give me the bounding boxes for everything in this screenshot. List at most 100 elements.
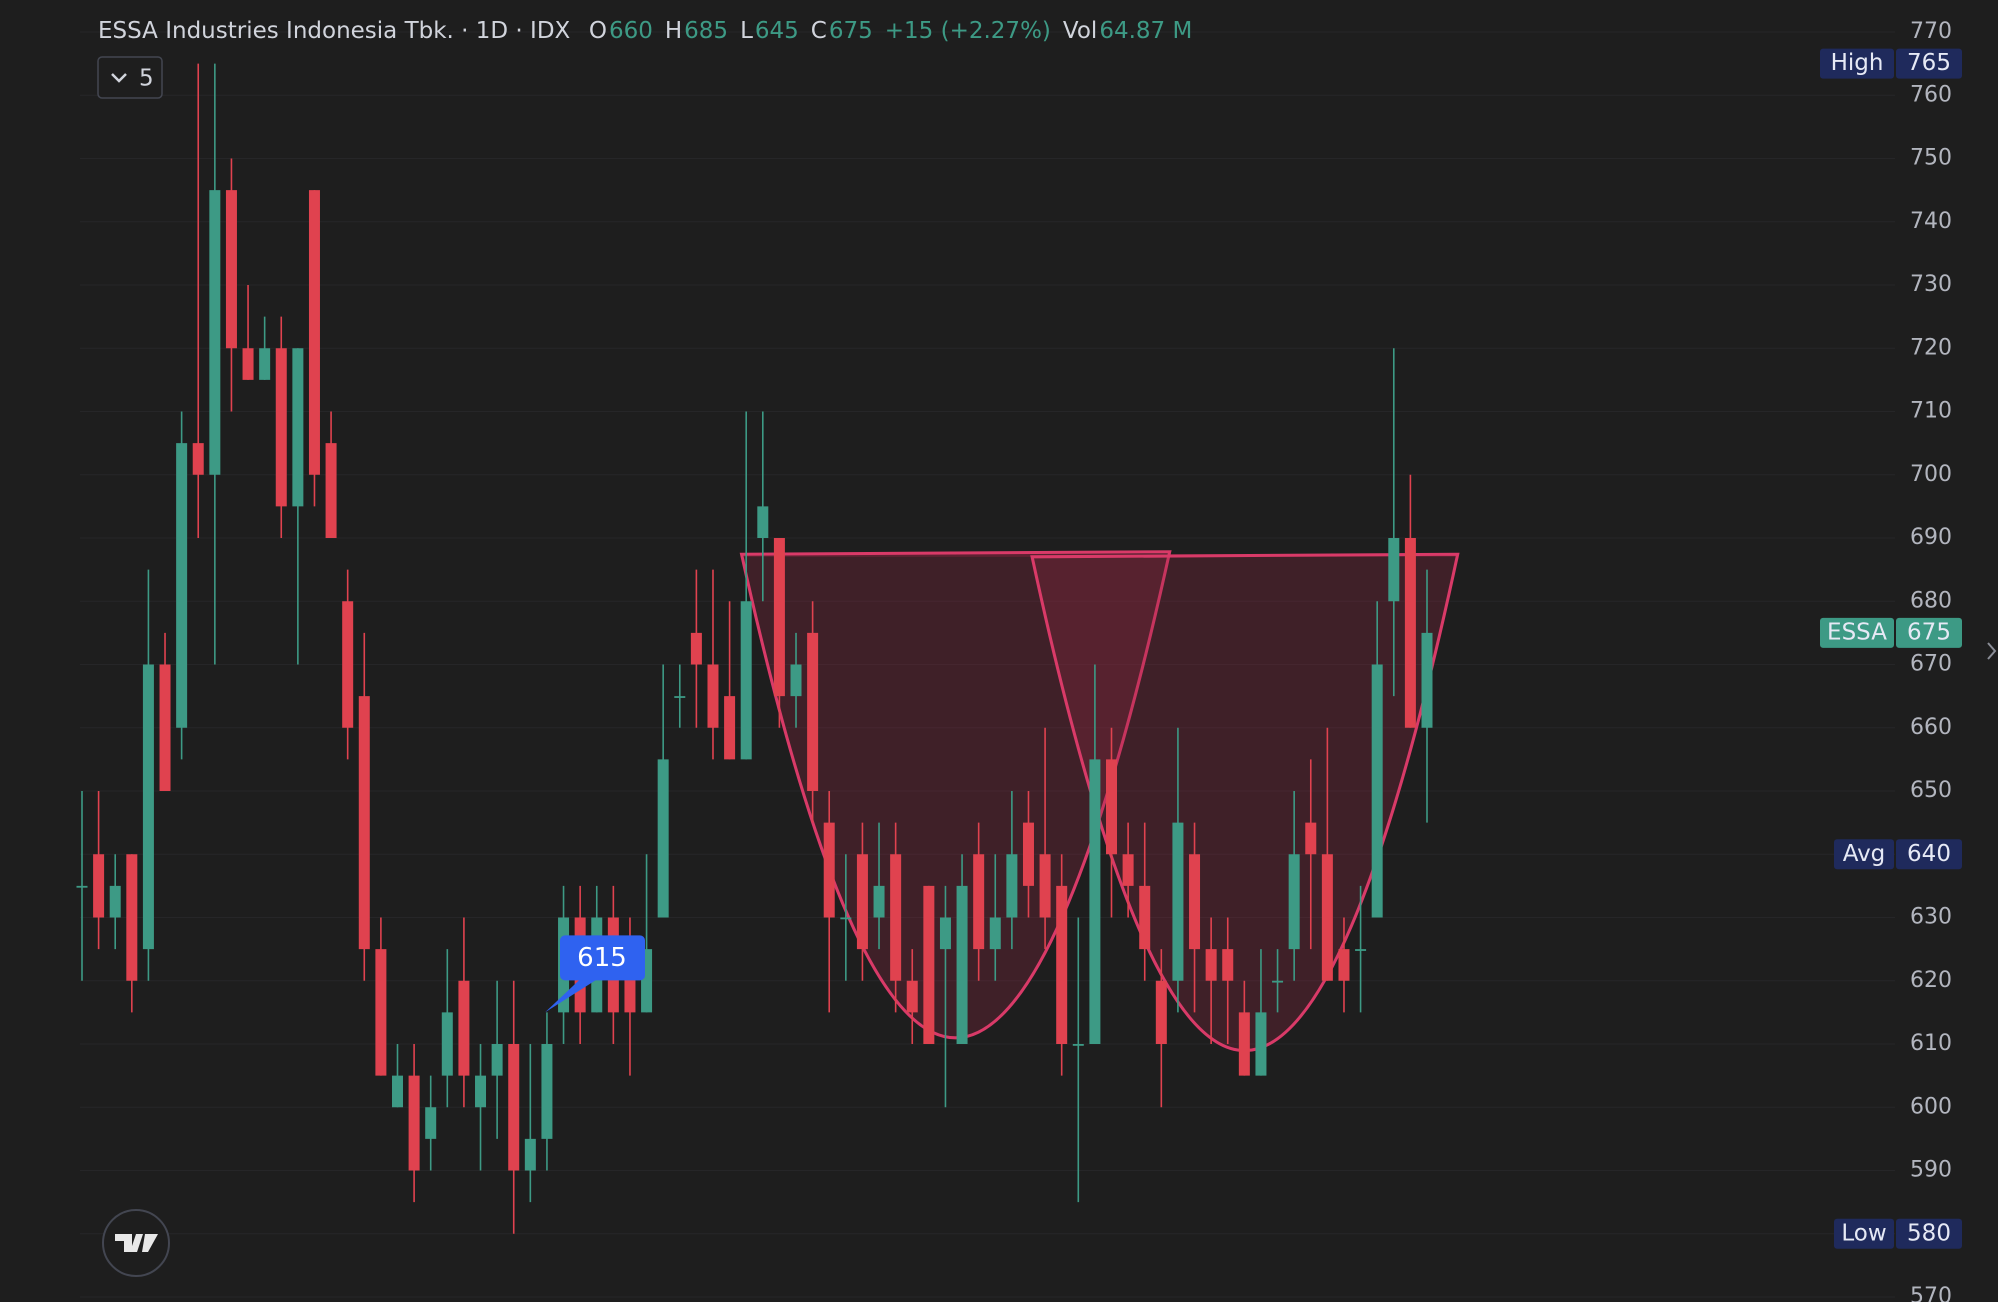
candle-body	[225, 190, 237, 349]
candle-body	[657, 759, 669, 918]
scroll-arrow[interactable]	[1987, 642, 1997, 660]
legend-value: 675	[829, 18, 873, 44]
candle-body	[308, 190, 320, 475]
candle-body	[342, 601, 354, 728]
price-badge-label: Avg	[1843, 841, 1886, 867]
candle-body	[1089, 759, 1101, 1044]
candle-body	[989, 917, 1001, 950]
price-badge-label-bg	[1834, 1218, 1894, 1249]
candle-body	[491, 1044, 503, 1076]
candle-body	[1404, 538, 1416, 728]
y-tick-label: 610	[1910, 1031, 1952, 1056]
candle-body	[1255, 1012, 1267, 1076]
candle-body	[1039, 854, 1051, 918]
candle-body	[1338, 949, 1350, 981]
candle-body	[724, 696, 736, 760]
y-tick-label: 590	[1910, 1158, 1952, 1183]
grid	[80, 31, 1895, 1298]
price-badge-value-bg	[1896, 1218, 1962, 1249]
candle-body	[624, 949, 636, 1013]
callout-box	[560, 935, 645, 981]
y-tick-label: 740	[1910, 209, 1952, 234]
candle-body	[840, 917, 852, 920]
candle-body	[856, 854, 868, 950]
candle-body	[807, 632, 819, 791]
candle-body	[674, 696, 686, 698]
candle-body	[176, 443, 188, 728]
y-tick-label: 770	[1910, 19, 1952, 44]
y-tick-label: 720	[1910, 335, 1952, 360]
candle-body	[1388, 538, 1400, 602]
candle-body	[1272, 980, 1284, 983]
y-tick-label: 760	[1910, 82, 1952, 107]
candle-body	[209, 190, 221, 475]
y-tick-label: 700	[1910, 462, 1952, 487]
candle-body	[1189, 854, 1201, 950]
candle-body	[358, 696, 370, 950]
candle-body	[973, 854, 985, 950]
candle-body	[1106, 759, 1118, 855]
indicator-toggle[interactable]: 5	[97, 56, 163, 99]
candle-body	[408, 1075, 420, 1171]
candle-body	[142, 664, 154, 950]
candle-body	[1238, 1012, 1250, 1076]
price-badge-label: Low	[1841, 1220, 1886, 1246]
y-tick-label: 650	[1910, 778, 1952, 803]
y-tick-label: 630	[1910, 905, 1952, 930]
candle-body	[375, 949, 387, 1076]
candle-body	[1072, 1044, 1084, 1046]
candle-body	[109, 885, 121, 918]
price-badge-label-bg	[1820, 617, 1894, 648]
legend-key: L	[740, 18, 753, 44]
candle-body	[1205, 949, 1217, 981]
legend-key: H	[665, 18, 682, 44]
candle-body	[541, 1044, 553, 1139]
candle-body	[939, 917, 951, 950]
candle-body	[275, 348, 287, 507]
candle-body	[790, 664, 802, 697]
price-badge-label-bg	[1834, 839, 1894, 870]
candle-body	[475, 1075, 487, 1108]
candle-body	[906, 980, 918, 1013]
price-badge-label: High	[1831, 50, 1884, 76]
tradingview-logo[interactable]	[102, 1209, 170, 1277]
candle-body	[1056, 885, 1068, 1044]
candle-body	[441, 1012, 453, 1076]
candle-body	[1421, 632, 1433, 728]
y-tick-label: 690	[1910, 525, 1952, 550]
candle-body	[126, 854, 138, 981]
candle-body	[690, 632, 702, 665]
candle-body	[458, 980, 470, 1076]
candle-body	[242, 348, 254, 380]
callout-pointer	[545, 979, 597, 1013]
y-tick-label: 570	[1910, 1284, 1952, 1302]
cup-pattern	[739, 550, 1460, 1052]
price-badge-value: 640	[1907, 841, 1951, 867]
price-badge-value-bg	[1896, 617, 1962, 648]
candle-body	[707, 664, 719, 728]
price-badge-label: ESSA	[1827, 619, 1887, 645]
toggle-box[interactable]	[97, 56, 163, 99]
candle-body	[391, 1075, 403, 1108]
chart-header: ESSA Industries Indonesia Tbk. · 1D · ID…	[98, 18, 1192, 44]
callout-label: 615	[577, 943, 627, 973]
candle-body	[259, 348, 271, 380]
candle-body	[757, 506, 769, 538]
y-tick-label: 680	[1910, 588, 1952, 613]
candle-body	[508, 1044, 520, 1171]
legend-key: C	[811, 18, 827, 44]
candle-body	[1139, 885, 1151, 950]
candle-body	[159, 664, 171, 791]
price-badge-value: 580	[1907, 1220, 1951, 1246]
candle-body	[1022, 822, 1034, 886]
y-tick-label: 620	[1910, 968, 1952, 993]
y-tick-label: 750	[1910, 146, 1952, 171]
candle-body	[524, 1138, 536, 1171]
indicator-count: 5	[139, 66, 154, 92]
legend-value: 660	[609, 18, 653, 44]
candle-body	[1288, 854, 1300, 950]
price-badge-value-bg	[1896, 839, 1962, 870]
legend-value: 645	[755, 18, 799, 44]
